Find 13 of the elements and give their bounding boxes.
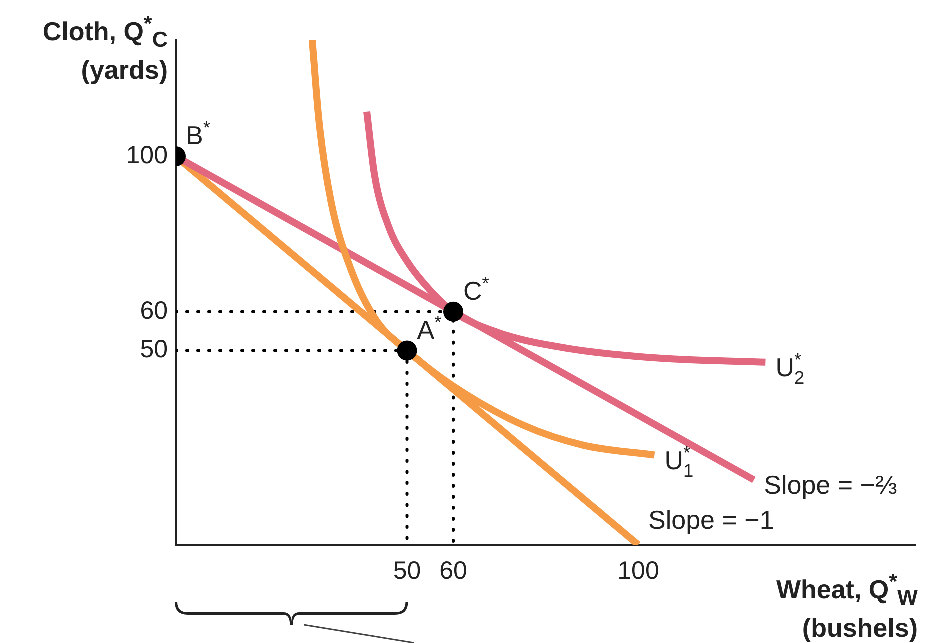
point: [397, 340, 418, 361]
x-tick-label: 100: [618, 556, 660, 585]
y-tick-label: 60: [140, 296, 168, 325]
y-tick-label: 100: [126, 141, 168, 170]
annotation: C*: [464, 274, 490, 306]
annotation: A*: [417, 312, 442, 345]
annotation: B*: [186, 118, 210, 151]
series-label: Slope = −⅔: [764, 470, 898, 500]
series-label: Slope = −1: [648, 505, 774, 535]
y-tick-label: 50: [140, 336, 168, 364]
point: [444, 302, 464, 322]
x-tick-label: 60: [440, 556, 468, 585]
x-tick-label: 50: [393, 556, 422, 585]
